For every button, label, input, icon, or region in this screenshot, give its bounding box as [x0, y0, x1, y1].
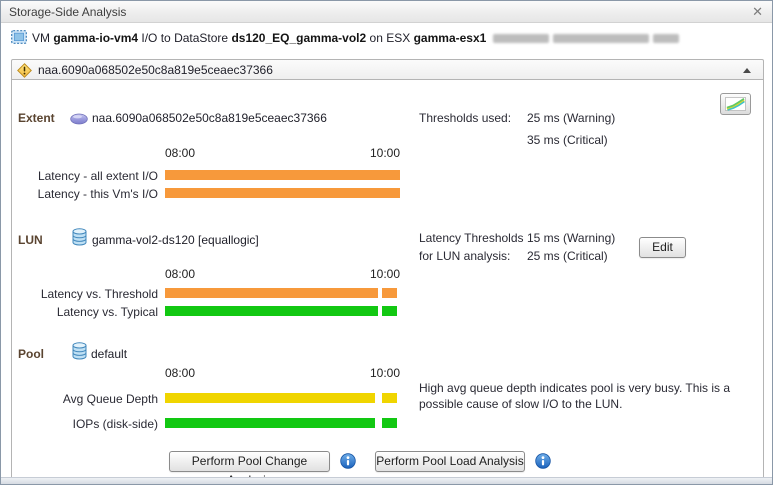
lun-threshold-critical: 25 ms (Critical): [527, 249, 608, 263]
time-start-label: 08:00: [165, 366, 196, 380]
bar-row: Latency - all extent I/O: [12, 169, 763, 183]
avg-queue-depth-bar: [165, 393, 400, 403]
redacted-hostname-part: [653, 34, 680, 44]
lun-cylinder-icon: [72, 228, 87, 246]
bar-label: IOPs (disk-side): [72, 417, 158, 431]
bar-row: Avg Queue Depth: [12, 392, 763, 406]
info-icon[interactable]: [535, 453, 551, 469]
esx-text: on ESX: [369, 31, 411, 45]
bar-row: IOPs (disk-side): [12, 417, 763, 431]
time-start-label: 08:00: [165, 267, 196, 281]
time-start-label: 08:00: [165, 146, 196, 160]
time-end-label: 10:00: [369, 366, 400, 380]
vm-name: gamma-io-vm4: [53, 31, 139, 45]
pool-cylinder-icon: [72, 342, 87, 360]
warning-icon: [17, 63, 32, 78]
redacted-hostname-part: [493, 34, 550, 44]
lun-section-label: LUN: [18, 233, 43, 247]
bar-label: Latency - all extent I/O: [37, 169, 158, 183]
extent-time-axis: 08:00 10:00: [165, 146, 400, 160]
extent-id-text: naa.6090a068502e50c8a819e5ceaec37366: [38, 63, 273, 77]
perform-pool-change-analysis-button[interactable]: Perform Pool Change Analysis: [169, 451, 330, 484]
latency-vs-threshold-bar: [165, 288, 400, 298]
bar-label: Latency - this Vm's I/O: [37, 187, 158, 201]
bar-label: Avg Queue Depth: [62, 392, 158, 406]
show-chart-button[interactable]: [720, 93, 751, 115]
dialog-bottom-edge: [1, 477, 772, 484]
pool-time-axis: 08:00 10:00: [165, 366, 400, 380]
esx-name: gamma-esx1: [413, 31, 487, 45]
latency-all-extent-bar: [165, 170, 400, 180]
extent-accordion-header[interactable]: naa.6090a068502e50c8a819e5ceaec37366: [11, 59, 764, 80]
extent-disc-icon: [70, 113, 88, 125]
bar-label: Latency vs. Threshold: [40, 287, 158, 301]
lun-thresholds-label-1: Latency Thresholds: [419, 231, 524, 245]
pool-busy-note: High avg queue depth indicates pool is v…: [419, 381, 731, 411]
redacted-hostname-part: [553, 34, 650, 44]
vm-prefix: VM: [32, 31, 50, 45]
extent-name: naa.6090a068502e50c8a819e5ceaec37366: [92, 111, 327, 125]
analysis-subject-line: VM gamma-io-vm4 I/O to DataStore ds120_E…: [11, 30, 762, 48]
dialog-titlebar: Storage-Side Analysis ✕: [1, 1, 772, 23]
vm-icon: [11, 30, 27, 44]
bar-row: Latency vs. Typical: [12, 305, 763, 319]
lun-threshold-warning: 15 ms (Warning): [527, 231, 616, 245]
latency-this-vm-bar: [165, 188, 400, 198]
edit-thresholds-button[interactable]: Edit: [639, 237, 686, 258]
info-icon[interactable]: [340, 453, 356, 469]
iops-disk-side-bar: [165, 418, 400, 428]
lun-thresholds-label-2: for LUN analysis:: [419, 249, 511, 263]
pool-name: default: [91, 347, 128, 361]
perform-pool-load-analysis-button[interactable]: Perform Pool Load Analysis: [375, 451, 525, 472]
lun-name: gamma-vol2-ds120 [equallogic]: [92, 233, 259, 247]
collapse-arrow-icon[interactable]: [743, 68, 751, 73]
chart-icon: [725, 97, 746, 111]
bar-row: Latency vs. Threshold: [12, 287, 763, 301]
close-icon[interactable]: ✕: [752, 4, 763, 19]
extent-section-label: Extent: [18, 111, 55, 125]
time-end-label: 10:00: [369, 267, 400, 281]
extent-threshold-critical: 35 ms (Critical): [527, 133, 608, 147]
latency-vs-typical-bar: [165, 306, 400, 316]
datastore-name: ds120_EQ_gamma-vol2: [231, 31, 367, 45]
pool-section-label: Pool: [18, 347, 44, 361]
time-end-label: 10:00: [369, 146, 400, 160]
extent-thresholds-label: Thresholds used:: [419, 111, 512, 125]
extent-threshold-warning: 25 ms (Warning): [527, 111, 616, 125]
bar-row: Latency - this Vm's I/O: [12, 187, 763, 201]
bar-label: Latency vs. Typical: [56, 305, 158, 319]
dialog-title: Storage-Side Analysis: [9, 5, 127, 19]
analysis-panel: Extent naa.6090a068502e50c8a819e5ceaec37…: [11, 80, 764, 484]
io-text: I/O to DataStore: [141, 31, 229, 45]
lun-time-axis: 08:00 10:00: [165, 267, 400, 281]
